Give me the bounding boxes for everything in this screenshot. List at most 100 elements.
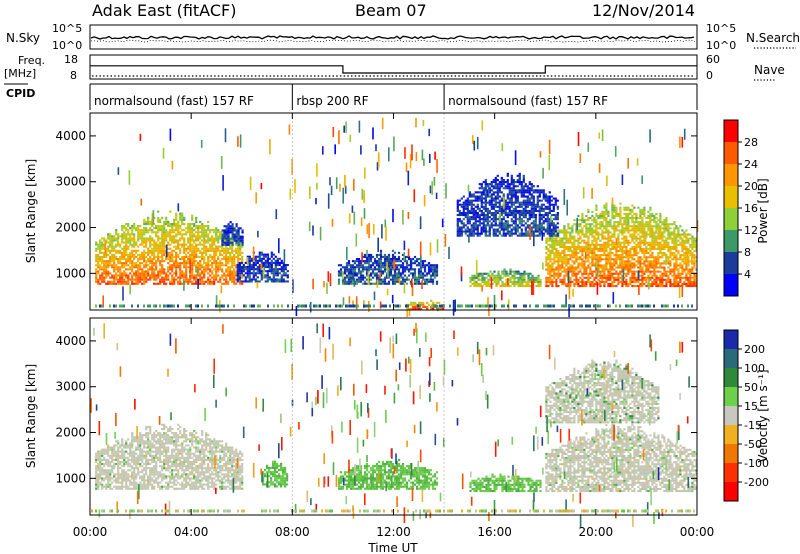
heatmap-cell [233, 227, 236, 230]
heatmap-cell [161, 237, 164, 240]
heatmap-cell [507, 274, 510, 277]
heatmap-cell [681, 237, 684, 240]
heatmap-cell [661, 221, 664, 224]
heatmap-cell [484, 207, 487, 210]
heatmap-cell [270, 272, 273, 275]
heatmap-cell [523, 274, 526, 277]
heatmap-cell [139, 258, 142, 261]
heatmap-cell [363, 262, 367, 265]
heatmap-cell [641, 241, 644, 244]
heatmap-cell [127, 258, 130, 261]
heatmap-cell [601, 243, 604, 246]
heatmap-cell [133, 255, 136, 258]
heatmap-cell [125, 233, 128, 236]
heatmap-cell [695, 283, 698, 286]
heatmap-cell [561, 231, 564, 234]
heatmap-cell [494, 181, 497, 184]
heatmap-cell [691, 239, 694, 242]
heatmap-cell [383, 268, 387, 271]
heatmap-cell [585, 268, 588, 271]
heatmap-cell [591, 260, 594, 263]
heatmap-cell [621, 266, 624, 269]
heatmap-cell [599, 245, 602, 248]
heatmap-cell [547, 237, 550, 240]
heatmap-cell [659, 245, 662, 248]
heatmap-cell [619, 258, 622, 261]
heatmap-cell [587, 247, 590, 250]
heatmap-cell [476, 207, 479, 210]
heatmap-cell [482, 224, 485, 227]
heatmap-cell [641, 231, 644, 234]
heatmap-cell [233, 258, 236, 261]
heatmap-cell [173, 260, 176, 263]
heatmap-cell [163, 260, 166, 263]
heatmap-cell [351, 270, 355, 273]
heatmap-cell [685, 229, 688, 232]
heatmap-cell [225, 280, 228, 283]
heatmap-cell [191, 218, 194, 221]
heatmap-cell [103, 251, 106, 254]
heatmap-cell [187, 260, 190, 263]
heatmap-cell [667, 227, 670, 230]
heatmap-cell [617, 212, 620, 215]
heatmap-cell [201, 270, 204, 273]
heatmap-cell [217, 237, 220, 240]
heatmap-cell [503, 268, 506, 271]
heatmap-cell [510, 201, 513, 204]
heatmap-cell [125, 247, 128, 250]
heatmap-cell [607, 233, 610, 236]
heatmap-cell [183, 264, 186, 267]
heatmap-cell [537, 278, 540, 281]
heatmap-cell [591, 229, 594, 232]
heatmap-cell [474, 191, 477, 194]
heatmap-cell [282, 266, 285, 269]
heatmap-cell [209, 231, 212, 234]
heatmap-cell [641, 278, 644, 281]
heatmap-cell [233, 235, 236, 238]
heatmap-cell [427, 272, 431, 275]
heatmap-cell [227, 268, 230, 271]
heatmap-cell [256, 270, 259, 273]
heatmap-cell [97, 262, 100, 265]
heatmap-cell [502, 181, 505, 184]
heatmap-cell [264, 274, 267, 277]
heatmap-cell [115, 233, 118, 236]
heatmap-cell [625, 206, 628, 209]
heatmap-cell [585, 241, 588, 244]
heatmap-cell [597, 258, 600, 261]
heatmap-cell [165, 278, 168, 281]
heatmap-cell [579, 241, 582, 244]
heatmap-cell [373, 260, 377, 263]
heatmap-cell [607, 212, 610, 215]
heatmap-cell [427, 264, 431, 267]
heatmap-cell [207, 264, 210, 267]
date-title: 12/Nov/2014 [592, 1, 695, 20]
heatmap-cell [661, 274, 664, 277]
heatmap-cell [653, 237, 656, 240]
heatmap-cell [221, 276, 224, 279]
heatmap-cell [601, 233, 604, 236]
heatmap-cell [157, 282, 160, 285]
heatmap-cell [627, 206, 630, 209]
heatmap-cell [599, 212, 602, 215]
heatmap-cell [609, 266, 612, 269]
heatmap-cell [135, 280, 138, 283]
heatmap-cell [139, 235, 142, 238]
heatmap-cell [645, 231, 648, 234]
heatmap-cell [591, 262, 594, 265]
heatmap-cell [649, 256, 652, 259]
heatmap-cell [107, 264, 110, 267]
heatmap-cell [631, 256, 634, 259]
heatmap-cell [601, 223, 604, 226]
heatmap-cell [583, 262, 586, 265]
heatmap-cell [207, 262, 210, 265]
heatmap-cell [201, 227, 204, 230]
heatmap-cell [510, 189, 513, 192]
heatmap-cell [643, 229, 646, 232]
heatmap-cell [510, 218, 513, 221]
heatmap-cell [225, 262, 228, 265]
heatmap-cell [141, 276, 144, 279]
heatmap-cell [589, 225, 592, 228]
heatmap-cell [383, 260, 387, 263]
heatmap-cell [565, 285, 568, 288]
